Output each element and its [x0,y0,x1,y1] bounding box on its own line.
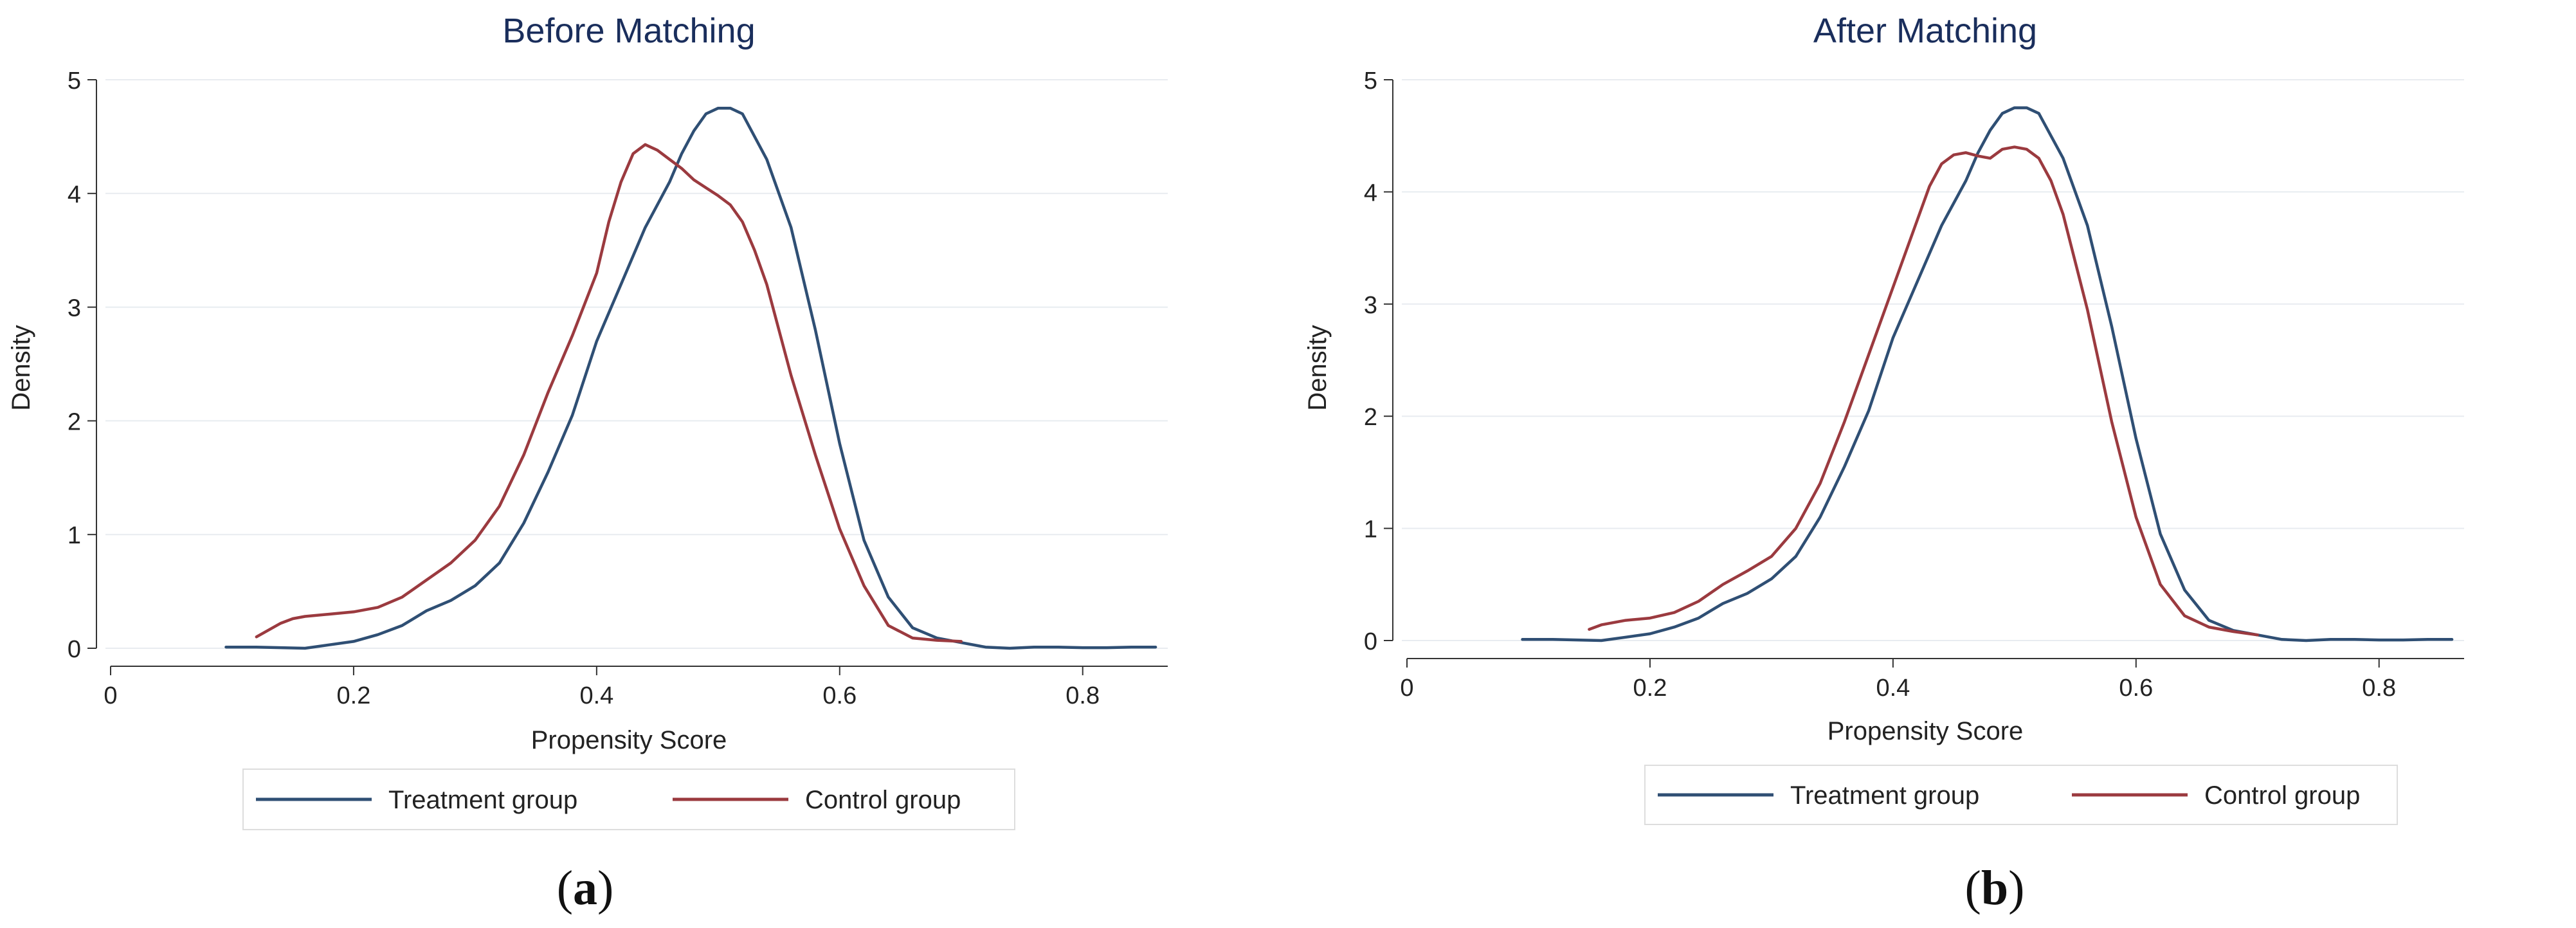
series-line-control [1588,145,2260,637]
panel-label-close: ) [2008,861,2024,915]
x-ticks: 0 0.2 0.4 0.6 0.8 [104,666,1100,709]
y-tick-label: 2 [1364,404,1377,431]
x-tick-label: 0.6 [2119,675,2153,702]
y-tick-label: 3 [1364,292,1377,319]
y-tick-label: 2 [68,408,81,435]
x-tick-label: 0.8 [1066,682,1100,709]
axes [1392,80,2464,659]
legend-label-control: Control group [2204,781,2360,810]
y-tick-label: 3 [68,295,81,322]
panel-label-open: ( [557,861,573,915]
series [1521,106,2454,642]
chart-panel-a: Before Matching 0 1 2 3 4 5 0 0.2 0.4 0.6 0.8 Den… [7,12,1168,915]
series-line-treatment [1521,106,2454,642]
x-tick-label: 0.2 [337,682,371,709]
y-tick-label: 5 [68,68,81,95]
x-tick-label: 0 [104,682,117,709]
x-tick-label: 0 [1400,675,1413,702]
legend-label-control: Control group [805,786,961,814]
y-tick-label: 4 [1364,179,1377,206]
y-tick-label: 1 [68,522,81,549]
panel-label-open: ( [1965,861,1981,915]
legend: Treatment group Control group [242,769,1015,830]
x-axis-label: Propensity Score [531,726,727,754]
legend: Treatment group Control group [1644,765,2398,825]
panel-label-close: ) [597,861,613,915]
y-tick-label: 4 [68,181,81,208]
series-line-control [255,143,963,643]
x-ticks: 0 0.2 0.4 0.6 0.8 [1400,659,2396,702]
legend-label-treatment: Treatment group [1790,781,1979,810]
chart-title: After Matching [1813,12,2037,50]
panel-label-a: (a) [557,861,614,915]
x-tick-label: 0.4 [1876,675,1910,702]
x-tick-label: 0.2 [1633,675,1667,702]
chart-panel-b: After Matching 0 1 2 3 4 5 0 0.2 0.4 0.6 0.8 Dens… [1303,12,2464,915]
y-tick-label: 5 [1364,68,1377,95]
y-ticks: 0 1 2 3 4 5 [68,68,96,663]
chart-title: Before Matching [502,12,755,50]
panel-label-letter: b [1981,861,2008,915]
y-tick-label: 0 [1364,628,1377,655]
series [224,106,1157,650]
x-tick-label: 0.4 [579,682,613,709]
panel-label-letter: a [573,861,597,915]
y-axis-label: Density [7,325,35,410]
y-ticks: 0 1 2 3 4 5 [1364,68,1393,655]
series-line-treatment [224,106,1157,650]
gridlines [105,79,1168,649]
y-tick-label: 1 [1364,516,1377,543]
panel-label-b: (b) [1965,861,2025,915]
axes [96,80,1168,667]
x-tick-label: 0.6 [822,682,857,709]
y-tick-label: 0 [68,636,81,663]
legend-label-treatment: Treatment group [388,786,577,814]
gridlines [1402,79,2464,641]
x-axis-label: Propensity Score [1828,717,2024,745]
y-axis-label: Density [1303,325,1332,410]
x-tick-label: 0.8 [2362,675,2396,702]
